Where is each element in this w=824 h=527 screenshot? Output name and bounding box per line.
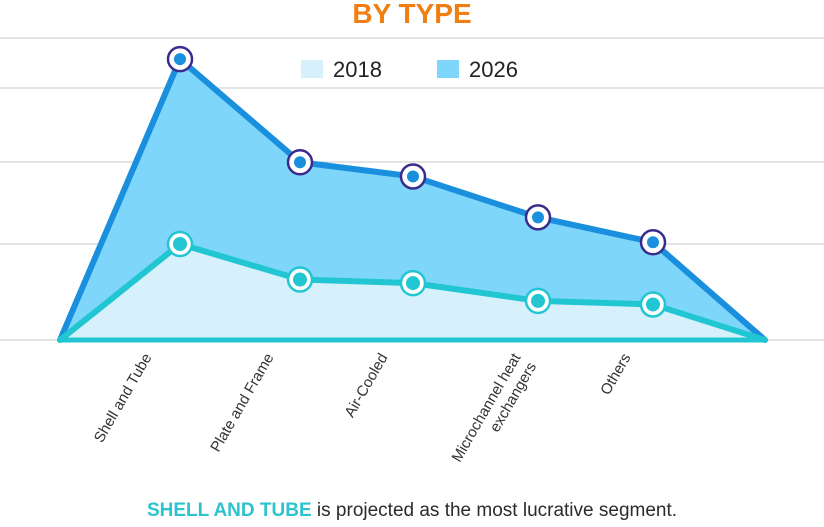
point-2018-3	[399, 269, 427, 297]
point-dot	[173, 237, 187, 251]
x-tick-labels: Shell and Tube Plate and Frame Air-Cooled M…	[91, 350, 635, 474]
footer-text: is projected as the most lucrative segme…	[311, 500, 678, 521]
legend: 2018 2026	[301, 57, 518, 82]
chart-area: BY TYPE 2018 2026 Shell and Tube Plate and…	[0, 0, 824, 474]
point-dot	[531, 293, 545, 308]
point-2026-5	[639, 228, 667, 256]
chart-title: BY TYPE	[352, 0, 471, 29]
tick-label-5: Others	[597, 351, 634, 398]
point-dot	[293, 272, 307, 287]
point-dot	[646, 297, 660, 312]
point-dot	[294, 156, 306, 169]
point-dot	[647, 236, 659, 249]
footer-highlight: SHELL AND TUBE	[146, 500, 312, 521]
footer-note: SHELL AND TUBE is projected as the most …	[0, 500, 824, 522]
point-dot	[174, 53, 186, 66]
point-dot	[406, 276, 420, 291]
point-dot	[407, 170, 419, 183]
point-2018-5	[639, 291, 667, 318]
point-dot	[532, 211, 544, 224]
point-2026-2	[286, 148, 314, 176]
legend-label-2018: 2018	[333, 57, 382, 82]
point-2026-1	[166, 45, 194, 73]
series-markers	[166, 45, 667, 318]
tick-label-1: Shell and Tube	[91, 351, 156, 446]
point-2026-4	[524, 204, 552, 231]
point-2026-3	[399, 163, 427, 190]
tick-label-3: Air-Cooled	[341, 351, 391, 421]
point-2018-2	[286, 266, 314, 293]
legend-swatch-2026	[437, 60, 459, 78]
legend-swatch-2018	[301, 60, 323, 78]
point-2018-1	[166, 230, 194, 258]
tick-label-2: Plate and Frame	[207, 351, 277, 456]
point-2018-4	[524, 287, 552, 315]
legend-label-2026: 2026	[469, 57, 518, 82]
tick-label-4: Microchannel heatexchangers	[448, 350, 540, 474]
